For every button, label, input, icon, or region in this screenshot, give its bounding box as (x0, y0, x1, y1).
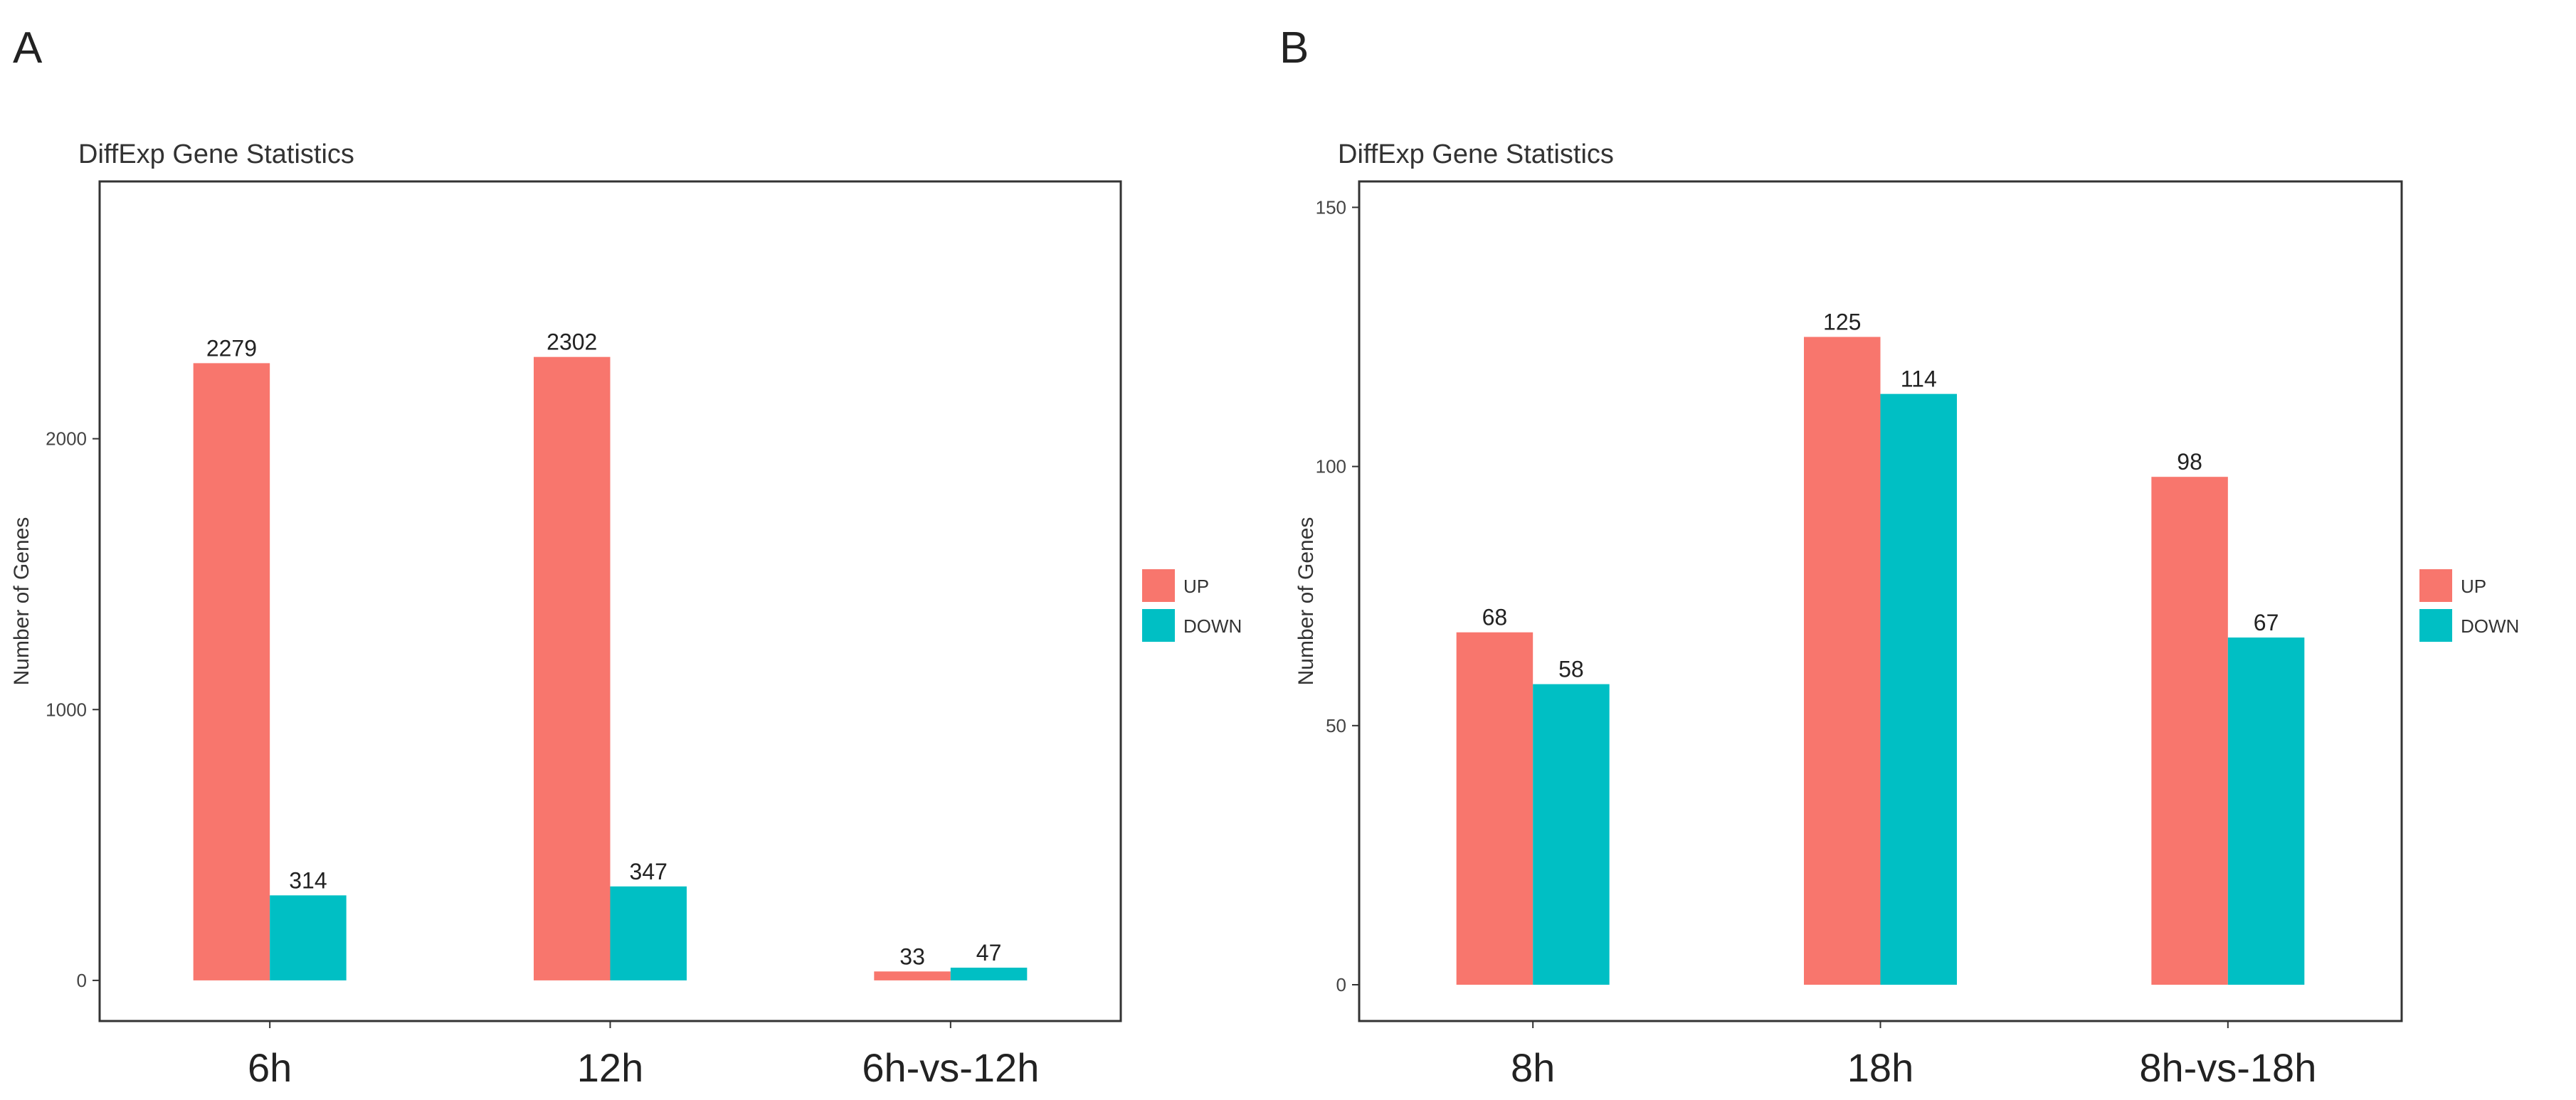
bar-value-label: 98 (2177, 449, 2202, 475)
x-category-label: 6h (248, 1045, 292, 1090)
bar-down (270, 895, 347, 980)
bar-up (1804, 337, 1881, 985)
x-category-label: 8h (1511, 1045, 1555, 1090)
y-axis-label: Number of Genes (10, 517, 33, 686)
legend-swatch-up (1142, 569, 1175, 602)
y-tick-label: 0 (1336, 974, 1346, 995)
bar-down (950, 968, 1028, 980)
bar-down (2227, 637, 2305, 985)
bar-value-label: 67 (2254, 610, 2279, 635)
chart-title: DiffExp Gene Statistics (1338, 139, 1614, 169)
legend-swatch-down (1142, 609, 1175, 642)
x-category-label: 8h-vs-18h (2139, 1045, 2316, 1090)
bar-value-label: 68 (1482, 605, 1508, 630)
x-category-label: 12h (577, 1045, 643, 1090)
y-tick-label: 1000 (46, 699, 87, 720)
y-tick-label: 2000 (46, 428, 87, 450)
legend-label-up: UP (1183, 576, 1209, 597)
bar-up (874, 971, 951, 980)
bar-value-label: 314 (289, 867, 327, 893)
bar-value-label: 2279 (206, 335, 257, 361)
bar-value-label: 347 (630, 859, 667, 884)
bar-value-label: 125 (1823, 310, 1861, 335)
bar-down (610, 886, 687, 980)
chart-svg-a: 0 1000 2000 Number of Genes 6h 2279 314 12h 2302… (10, 180, 1242, 1090)
legend-label-down: DOWN (1183, 615, 1242, 637)
bar-value-label: 2302 (547, 329, 597, 355)
bar-up (1456, 632, 1534, 985)
bar-value-label: 33 (899, 943, 925, 969)
bar-up (193, 363, 270, 980)
chart-panel-a: A DiffExp Gene Statistics 0 1000 2000 Numbe… (10, 23, 1242, 1090)
legend-label-up: UP (2461, 576, 2486, 597)
y-tick-label: 100 (1316, 456, 1346, 477)
legend-swatch-up (2419, 569, 2452, 602)
panel-label: B (1279, 23, 1309, 73)
y-axis-label: Number of Genes (1294, 517, 1318, 686)
y-tick-label: 150 (1316, 196, 1346, 218)
bar-down (1880, 393, 1957, 985)
y-tick-label: 50 (1326, 715, 1346, 736)
bar-value-label: 47 (976, 940, 1002, 966)
legend-swatch-down (2419, 609, 2452, 642)
bar-up (534, 356, 611, 980)
bar-value-label: 58 (1558, 657, 1584, 682)
y-tick-label: 0 (77, 970, 87, 991)
x-category-label: 18h (1847, 1045, 1913, 1090)
chart-title: DiffExp Gene Statistics (78, 139, 354, 169)
bar-up (2151, 477, 2228, 985)
bar-value-label: 114 (1901, 366, 1937, 392)
x-category-label: 6h-vs-12h (862, 1045, 1039, 1090)
panel-label: A (13, 23, 43, 73)
legend-label-down: DOWN (2461, 615, 2519, 637)
chart-panel-b: B DiffExp Gene Statistics 0 50 100 150 Numbe… (1279, 0, 2576, 1100)
chart-svg-b: 0 50 100 150 Number of Genes 8h 68 58 18h 125 114 8… (1294, 180, 2519, 1090)
bar-down (1533, 684, 1610, 985)
